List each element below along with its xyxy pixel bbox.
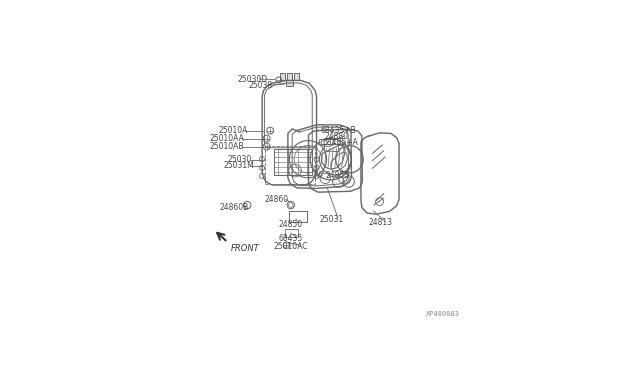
Bar: [319, 139, 337, 144]
Text: 25030: 25030: [228, 155, 252, 164]
Text: 25031: 25031: [319, 215, 344, 224]
Text: 24813: 24813: [369, 218, 393, 227]
Bar: [287, 73, 292, 80]
Text: 25010A: 25010A: [218, 126, 248, 135]
Text: 25038: 25038: [248, 81, 273, 90]
Bar: [280, 73, 285, 80]
Bar: [273, 149, 312, 175]
Text: 24855: 24855: [325, 171, 349, 180]
Text: 68435: 68435: [278, 234, 303, 243]
Text: 25010AC: 25010AC: [273, 242, 308, 251]
Text: 68435+A: 68435+A: [322, 138, 358, 147]
Text: 24860: 24860: [265, 195, 289, 204]
Text: 25010AB: 25010AB: [210, 142, 244, 151]
Bar: [285, 228, 298, 237]
Text: XP480003: XP480003: [426, 311, 460, 317]
Text: 24860B: 24860B: [220, 203, 249, 212]
Text: FRONT: FRONT: [231, 244, 260, 253]
Text: 68435+B: 68435+B: [320, 126, 356, 135]
Bar: [294, 73, 299, 80]
Text: 24880: 24880: [324, 132, 349, 141]
Bar: [289, 211, 307, 222]
Bar: [324, 144, 338, 151]
Text: 24850: 24850: [278, 220, 303, 229]
Bar: [265, 146, 315, 183]
Bar: [285, 80, 292, 86]
Text: 25030D: 25030D: [237, 74, 267, 83]
Text: 25010AA: 25010AA: [210, 134, 244, 143]
Text: 25031M: 25031M: [223, 161, 254, 170]
